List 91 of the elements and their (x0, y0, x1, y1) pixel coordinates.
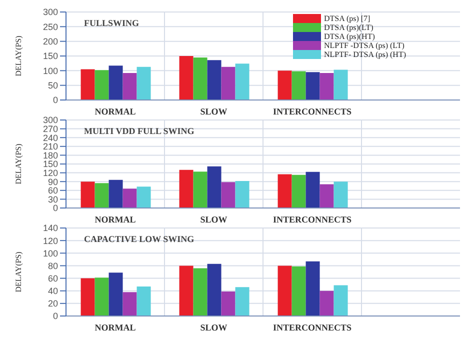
y-tick-label: 150 (42, 51, 58, 62)
y-tick-label: 180 (42, 150, 58, 160)
x-tick-label: SLOW (200, 214, 228, 224)
y-tick-label: 60 (48, 273, 58, 284)
bar (80, 278, 95, 316)
x-tick-label: INTERCONNECTS (272, 214, 352, 224)
x-tick-label: NORMAL (94, 214, 136, 224)
y-tick-label: 100 (42, 66, 58, 76)
bar (207, 264, 222, 316)
bar (221, 291, 236, 316)
y-tick-label: 140 (42, 223, 58, 234)
bar (94, 278, 109, 316)
bar (207, 166, 222, 208)
text: MULTI VDD FULL SWING (84, 126, 194, 136)
bar (292, 266, 306, 316)
bar (207, 60, 222, 100)
y-tick-label: 300 (42, 7, 58, 18)
bar (320, 184, 334, 208)
y-tick-label: 0 (52, 203, 58, 214)
bar (193, 172, 208, 208)
y-tick-label: 100 (42, 248, 58, 258)
text: CAPACTIVE LOW SWING (84, 234, 194, 244)
y-tick-label: 240 (42, 132, 58, 143)
bar (334, 70, 348, 100)
bar (221, 182, 236, 208)
y-tick-label: 40 (48, 286, 58, 296)
bar (108, 180, 123, 208)
legend-label: DTSA (ps)(HT) (324, 32, 375, 41)
bar (94, 70, 109, 100)
y-tick-label: 30 (48, 194, 58, 204)
x-tick-label: SLOW (200, 106, 228, 116)
bar (334, 285, 348, 316)
x-tick-label: INTERCONNECTS (272, 106, 352, 116)
y-tick-label: 60 (48, 186, 58, 196)
bar (320, 290, 334, 316)
bar (136, 186, 151, 208)
y-tick-label: 210 (42, 142, 58, 152)
bar (136, 66, 151, 100)
x-tick-label: NORMAL (94, 322, 136, 332)
bar (193, 57, 208, 100)
bar (193, 268, 208, 316)
bar (306, 172, 320, 208)
legend-label: DTSA (ps)(LT) (324, 23, 374, 32)
bar (235, 64, 250, 100)
y-tick-label: 0 (52, 311, 58, 322)
legend-label: NLPTF -DTSA (ps) (LT) (324, 41, 404, 50)
y-tick-label: 300 (42, 115, 58, 126)
bar (108, 272, 123, 316)
legend-label: NLPTF- DTSA (ps) (HT) (324, 50, 406, 59)
y-tick-label: 270 (42, 124, 58, 134)
bar (292, 71, 306, 100)
y-axis-title: DELAY(PS) (14, 35, 23, 76)
y-tick-label: 250 (42, 22, 58, 32)
bar (320, 73, 334, 100)
bar (221, 66, 236, 100)
bar (136, 286, 151, 316)
bar (108, 66, 123, 100)
bar (334, 182, 348, 208)
y-tick-label: 90 (48, 176, 58, 187)
bar (278, 174, 292, 208)
y-tick-label: 80 (48, 260, 58, 271)
bar (278, 266, 292, 316)
y-axis-title: DELAY(PS) (14, 251, 23, 292)
bar (306, 72, 320, 100)
y-tick-label: 200 (42, 36, 58, 47)
bar (179, 170, 194, 208)
y-tick-label: 20 (48, 298, 58, 309)
text: FULLSWING (84, 18, 140, 28)
bar (278, 70, 292, 100)
y-tick-label: 120 (42, 168, 58, 178)
y-tick-label: 120 (42, 236, 58, 246)
bar (235, 287, 250, 316)
bar (179, 266, 194, 316)
y-axis-title: DELAY(PS) (14, 143, 23, 184)
bar (179, 56, 194, 100)
y-tick-label: 0 (52, 95, 58, 106)
bar (80, 69, 95, 100)
x-tick-label: SLOW (200, 322, 228, 332)
bar (122, 292, 137, 316)
bar (235, 181, 250, 208)
bar (122, 188, 137, 208)
bar (122, 73, 137, 100)
bar (94, 183, 109, 208)
bar (80, 182, 95, 208)
y-tick-label: 150 (42, 159, 58, 170)
y-tick-label: 50 (48, 80, 58, 91)
x-tick-label: NORMAL (94, 106, 136, 116)
legend-label: DTSA (ps) [7] (324, 14, 370, 23)
x-tick-label: INTERCONNECTS (272, 322, 352, 332)
bar (292, 174, 306, 208)
bar (306, 261, 320, 316)
